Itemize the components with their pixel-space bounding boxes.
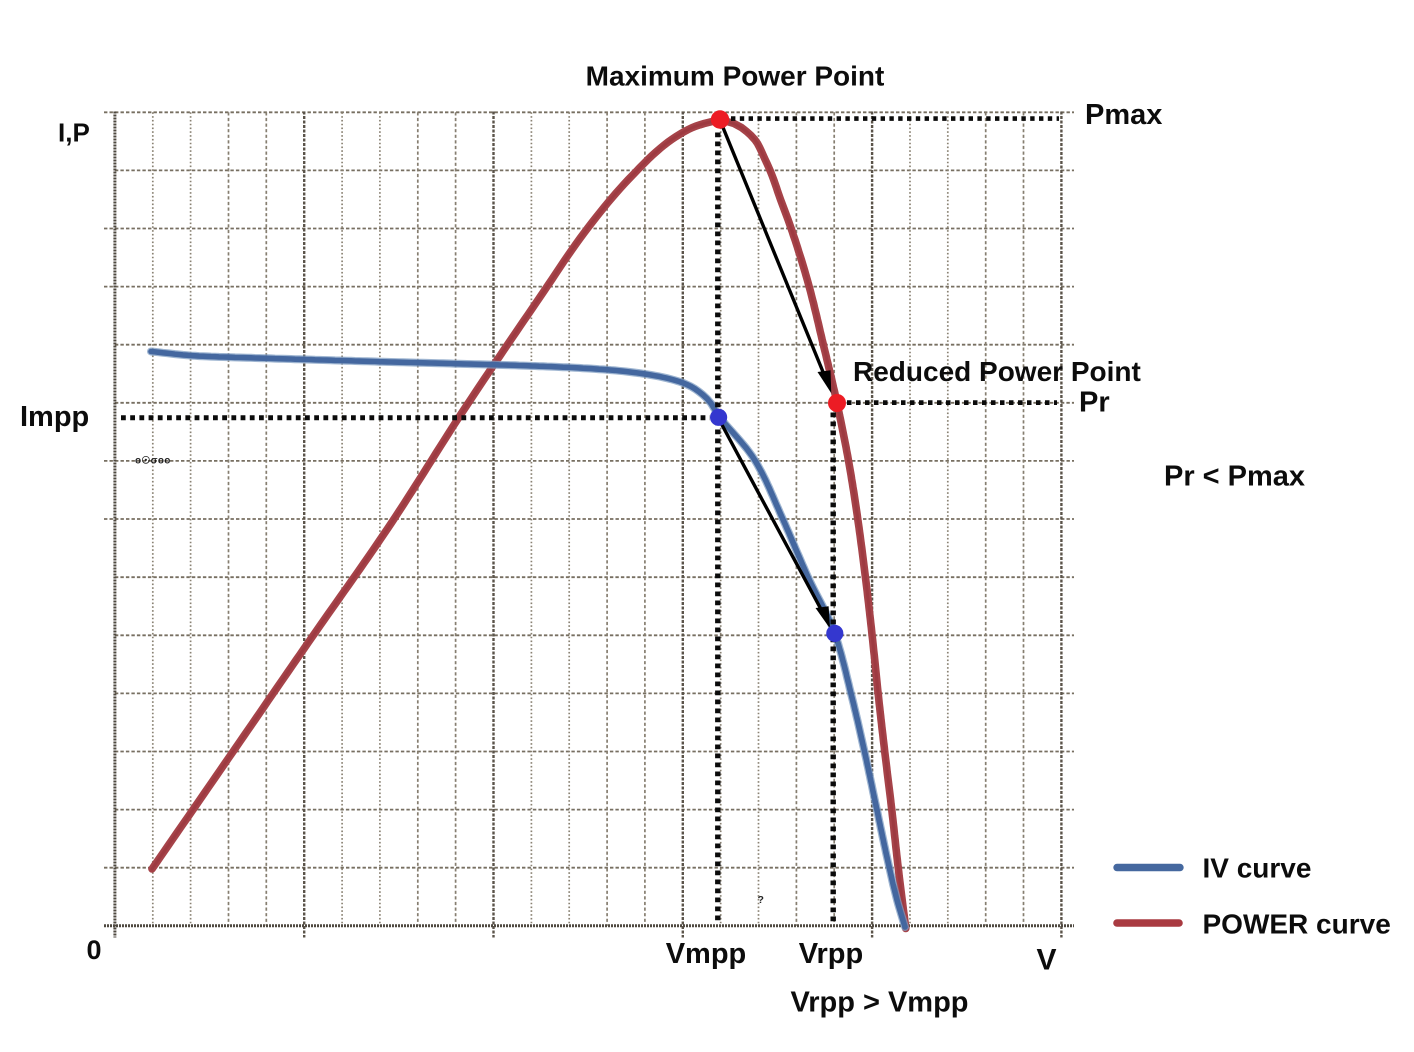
svg-text:Pmax: Pmax xyxy=(1085,99,1162,131)
svg-text:?: ? xyxy=(758,894,764,906)
svg-text:0: 0 xyxy=(86,935,101,965)
svg-text:IV curve: IV curve xyxy=(1203,853,1312,884)
svg-text:I,P: I,P xyxy=(58,118,90,148)
svg-text:Vrpp: Vrpp xyxy=(799,938,863,970)
svg-text:POWER curve: POWER curve xyxy=(1203,909,1391,940)
svg-text:Impp: Impp xyxy=(20,401,89,433)
svg-text:Vmpp: Vmpp xyxy=(666,938,747,970)
svg-text:Vrpp > Vmpp: Vrpp > Vmpp xyxy=(790,987,968,1019)
svg-text:Pr < Pmax: Pr < Pmax xyxy=(1164,461,1305,493)
svg-text:V: V xyxy=(1036,944,1056,977)
svg-text:Reduced Power Point: Reduced Power Point xyxy=(853,356,1141,387)
svg-text:o☉σοo: o☉σοo xyxy=(135,456,171,467)
svg-text:Pr: Pr xyxy=(1079,387,1110,419)
svg-text:Maximum Power Point: Maximum Power Point xyxy=(586,61,885,92)
